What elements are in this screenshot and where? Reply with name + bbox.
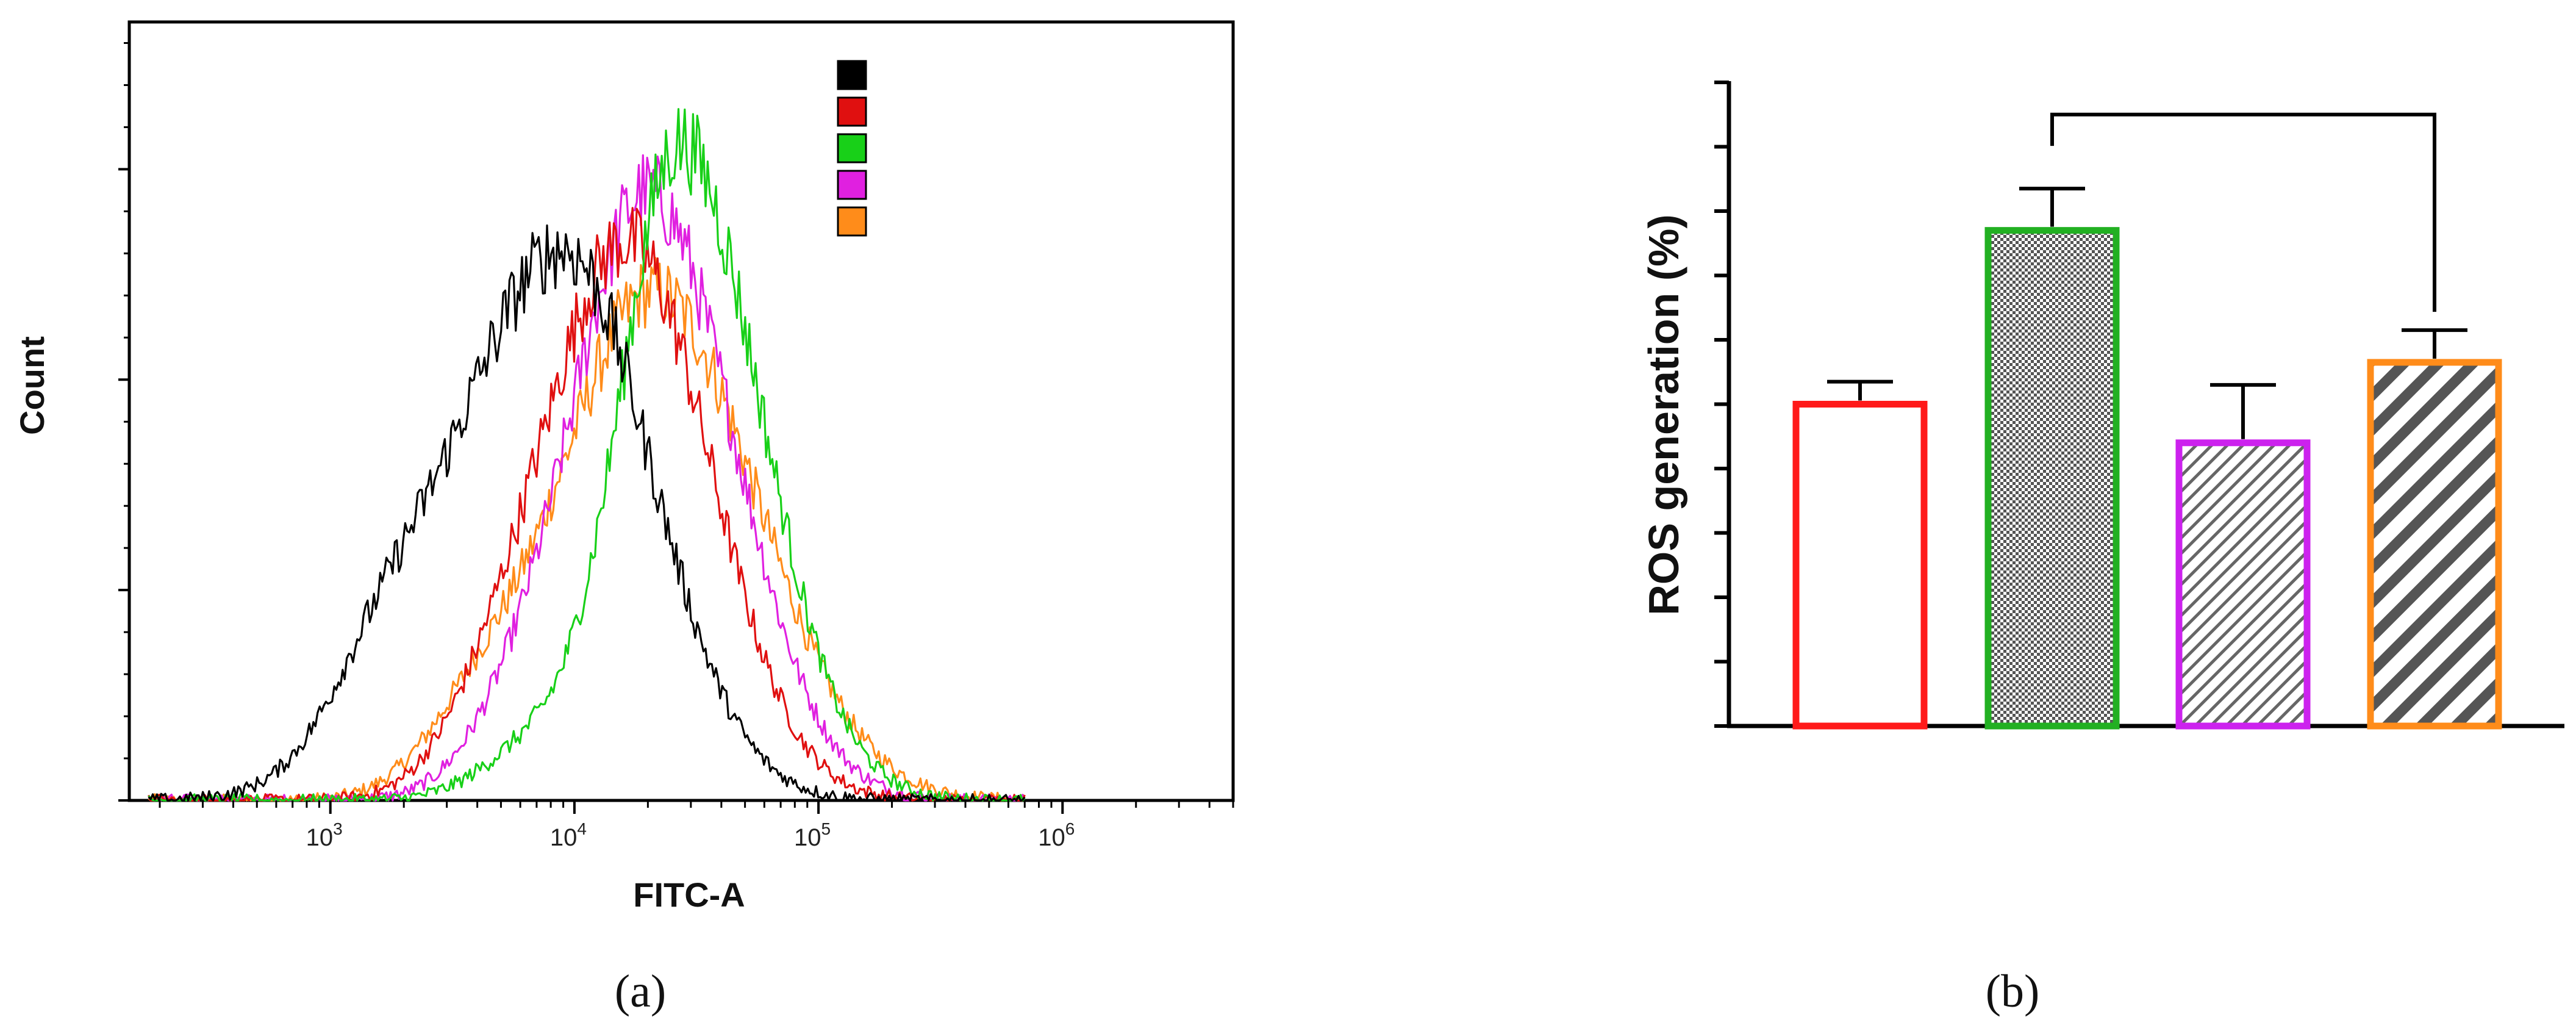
legend-swatch	[837, 206, 867, 237]
histogram-legend	[837, 60, 867, 237]
histogram-x-tick-label: 104	[550, 819, 587, 851]
histogram-frame	[127, 20, 1235, 802]
histogram-axes: 103 104 105 106	[118, 41, 1234, 851]
bar-control	[1792, 401, 1928, 730]
legend-swatch	[837, 96, 867, 127]
panel-b-caption: (b)	[1986, 966, 2040, 1017]
bar-corticosterone	[1984, 227, 2120, 730]
panel-a-caption: (a)	[615, 966, 666, 1017]
legend-swatch	[837, 170, 867, 200]
bar-chart-annotations	[2050, 112, 2436, 312]
histogram-curve-control	[148, 224, 1026, 802]
histogram-curve-fisetin	[148, 154, 1026, 802]
legend-swatch	[837, 133, 867, 164]
histogram-panel: 103 104 105 106 Count FITC-A (a)	[13, 20, 1235, 1017]
histogram-x-tick-label: 106	[1038, 819, 1075, 851]
histogram-curve-corticosteron-fisetin	[148, 257, 1026, 802]
comparison-bracket	[2050, 112, 2436, 312]
legend-swatch	[837, 60, 867, 90]
bar-chart-y-label: ROS generation (%)	[1640, 214, 1687, 615]
histogram-y-label: Count	[13, 336, 51, 435]
histogram-curve-vehicle	[148, 207, 1026, 802]
histogram-x-label: FITC-A	[633, 875, 745, 914]
bar-chart-panel: ROS generation (%) (b)	[1640, 81, 2564, 1017]
histogram-curve-corticosterone	[148, 108, 1026, 802]
bar-corticosterone-fisetin	[2367, 359, 2502, 730]
histogram-x-tick-label: 103	[306, 819, 343, 851]
histogram-x-tick-label: 105	[794, 819, 831, 851]
bar-fisetin	[2175, 439, 2311, 730]
bar-chart-bars	[1792, 187, 2502, 730]
histogram-curves	[148, 108, 1026, 802]
